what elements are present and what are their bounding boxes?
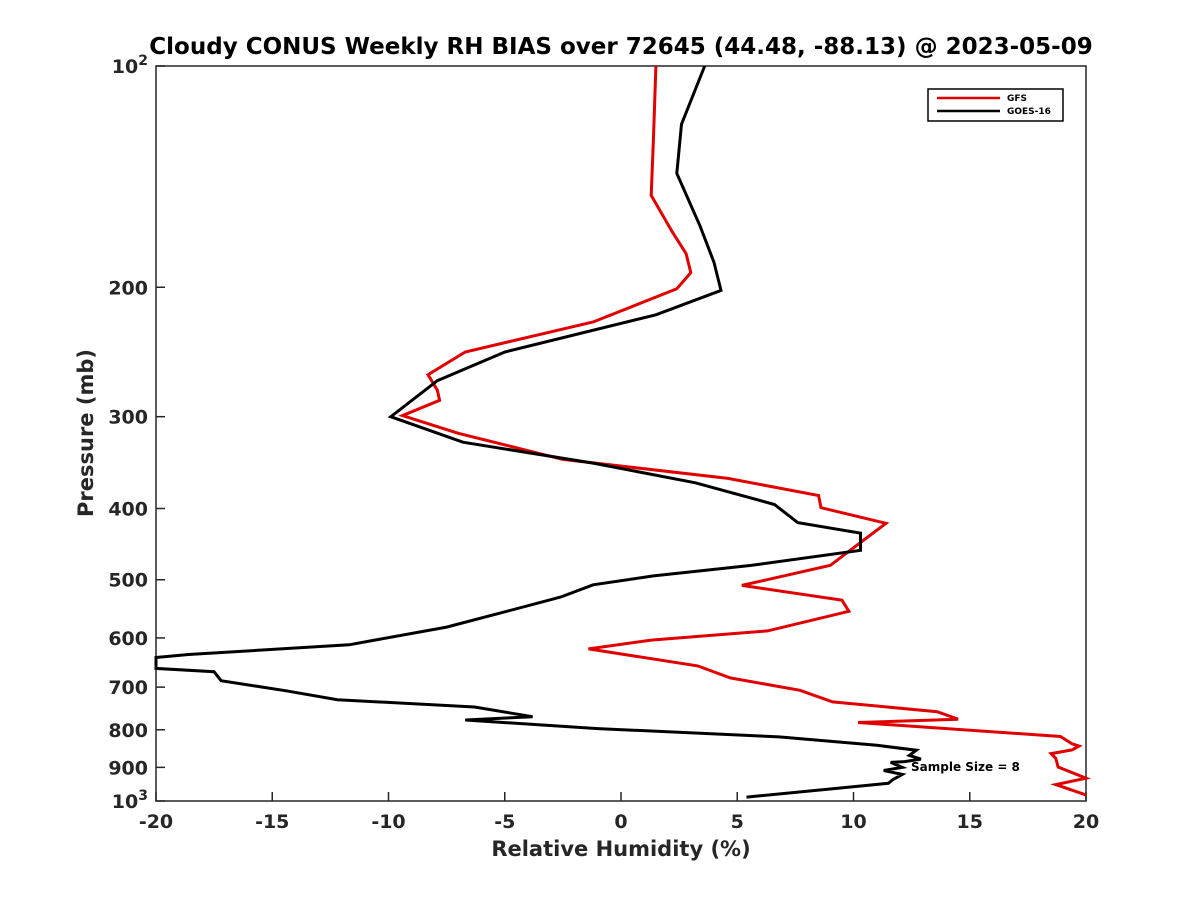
y-tick-label: 103 [112, 788, 148, 813]
y-axis-label: Pressure (mb) [74, 349, 98, 517]
series-line-gfs [398, 65, 1092, 797]
sample-size-annotation: Sample Size = 8 [911, 760, 1020, 774]
series-layer [154, 65, 1092, 799]
series-line-goes-16 [154, 65, 922, 799]
legend-label-goes-16: GOES-16 [1007, 107, 1051, 117]
y-tick-exponent: 3 [138, 788, 148, 804]
legend: GFS GOES-16 [927, 88, 1064, 122]
y-tick-base: 10 [112, 791, 138, 813]
x-tick-label: 10 [840, 811, 866, 833]
y-tick-label: 600 [108, 628, 148, 650]
x-axis: -20 -15 -10 -5 0 5 10 15 20 [139, 792, 1099, 833]
y-tick-label: 400 [108, 499, 148, 521]
plot-area [155, 65, 1087, 802]
x-tick-label: -10 [371, 811, 405, 833]
legend-label-gfs: GFS [1007, 94, 1027, 104]
x-tick-label: -5 [494, 811, 515, 833]
x-tick-label: 0 [614, 811, 627, 833]
x-tick-label: -15 [255, 811, 289, 833]
y-tick-label: 700 [108, 677, 148, 699]
x-tick-label: -20 [139, 811, 173, 833]
y-tick-label: 102 [112, 53, 148, 78]
y-tick-base: 10 [112, 56, 138, 78]
chart-title: Cloudy CONUS Weekly RH BIAS over 72645 (… [149, 34, 1092, 60]
y-tick-label: 900 [108, 757, 148, 779]
x-tick-label: 15 [957, 811, 983, 833]
x-tick-label: 5 [731, 811, 744, 833]
y-tick-label: 200 [108, 277, 148, 299]
legend-box [927, 88, 1064, 122]
x-tick-label: 20 [1073, 811, 1099, 833]
y-tick-exponent: 2 [138, 53, 148, 69]
y-tick-label: 500 [108, 570, 148, 592]
x-axis-label: Relative Humidity (%) [491, 837, 750, 861]
y-tick-label: 800 [108, 720, 148, 742]
y-tick-label: 300 [108, 407, 148, 429]
